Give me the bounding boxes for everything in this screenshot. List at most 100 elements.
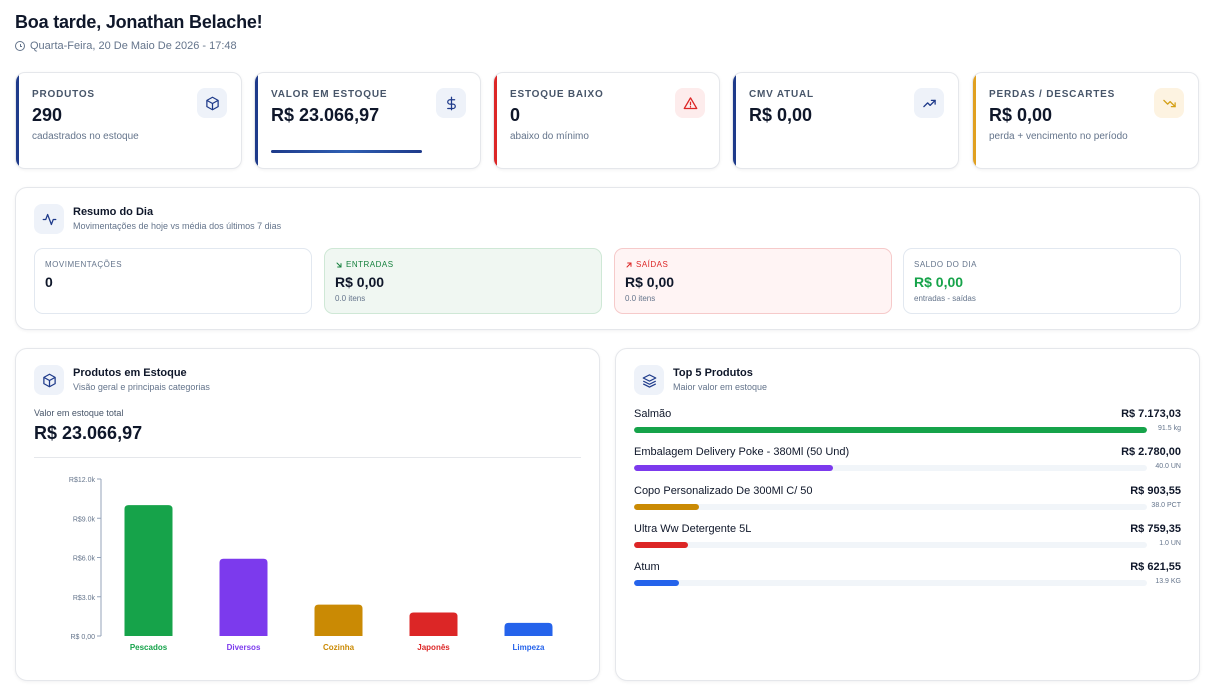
mini-value: R$ 0,00 bbox=[914, 274, 964, 290]
resumo-saidas[interactable]: SAÍDAS R$ 0,00 0.0 itens bbox=[614, 248, 892, 314]
top5-item-track bbox=[634, 542, 1147, 548]
resumo-entradas[interactable]: ENTRADAS R$ 0,00 0.0 itens bbox=[324, 248, 602, 314]
mini-value: R$ 0,00 bbox=[335, 274, 385, 290]
bar-japonês bbox=[409, 612, 458, 636]
top5-card: Top 5 Produtos Maior valor em estoque Sa… bbox=[615, 348, 1200, 681]
trending-down-icon bbox=[1154, 88, 1184, 118]
x-tick-label: Diversos bbox=[227, 643, 261, 652]
top5-item-name: Copo Personalizado De 300Ml C/ 50 bbox=[634, 485, 813, 497]
kpi-card-perdas[interactable]: PERDAS / DESCARTES R$ 0,00 perda + venci… bbox=[972, 72, 1199, 169]
bar-diversos bbox=[219, 558, 268, 636]
top5-item-value: R$ 2.780,00 bbox=[1121, 446, 1181, 458]
y-tick-label: R$ 0,00 bbox=[70, 634, 95, 641]
mini-label: ENTRADAS bbox=[335, 260, 394, 269]
kpi-card-cmv[interactable]: CMV ATUAL R$ 0,00 bbox=[732, 72, 959, 169]
kpi-accent bbox=[255, 73, 258, 168]
total-value: R$ 23.066,97 bbox=[34, 423, 143, 443]
y-tick-label: R$12.0k bbox=[69, 477, 96, 484]
top5-title: Top 5 Produtos bbox=[673, 367, 753, 379]
mini-label-text: ENTRADAS bbox=[346, 260, 394, 269]
x-tick-label: Limpeza bbox=[512, 643, 545, 652]
y-tick-label: R$6.0k bbox=[73, 556, 96, 563]
mini-sub: 0.0 itens bbox=[625, 294, 656, 303]
mini-label-text: SALDO DO DIA bbox=[914, 260, 977, 269]
top5-item[interactable]: Ultra Ww Detergente 5L R$ 759,35 1.0 UN bbox=[634, 523, 1181, 559]
top5-item-qty: 13.9 KG bbox=[1155, 578, 1181, 585]
greeting-title: Boa tarde, Jonathan Belache! bbox=[15, 12, 263, 32]
box-icon bbox=[34, 365, 64, 395]
mini-label: MOVIMENTAÇÕES bbox=[45, 260, 122, 269]
activity-icon bbox=[34, 204, 64, 234]
datetime-text: Quarta-Feira, 20 De Maio De 2026 - 17:48 bbox=[30, 40, 237, 52]
kpi-sub: abaixo do mínimo bbox=[510, 131, 589, 142]
top5-item-qty: 40.0 UN bbox=[1155, 463, 1181, 470]
top5-item[interactable]: Embalagem Delivery Poke - 380Ml (50 Und)… bbox=[634, 446, 1181, 482]
kpi-value: 0 bbox=[510, 105, 521, 125]
resumo-movimentacoes[interactable]: MOVIMENTAÇÕES 0 bbox=[34, 248, 312, 314]
mini-label-text: MOVIMENTAÇÕES bbox=[45, 260, 123, 269]
mini-value: R$ 0,00 bbox=[625, 274, 675, 290]
kpi-card-produtos[interactable]: PRODUTOS 290 cadastrados no estoque bbox=[15, 72, 242, 169]
x-tick-label: Japonês bbox=[417, 643, 450, 652]
top5-item-track bbox=[634, 427, 1147, 433]
kpi-card-valor-estoque[interactable]: VALOR EM ESTOQUE R$ 23.066,97 bbox=[254, 72, 481, 169]
top5-item[interactable]: Atum R$ 621,55 13.9 KG bbox=[634, 561, 1181, 597]
top5-item-fill bbox=[634, 504, 699, 510]
mini-sub: 0.0 itens bbox=[335, 294, 366, 303]
datetime-row: Quarta-Feira, 20 De Maio De 2026 - 17:48 bbox=[15, 40, 237, 52]
top5-item[interactable]: Copo Personalizado De 300Ml C/ 50 R$ 903… bbox=[634, 485, 1181, 521]
kpi-label: VALOR EM ESTOQUE bbox=[271, 89, 388, 100]
top5-item-fill bbox=[634, 580, 679, 586]
y-tick-label: R$9.0k bbox=[73, 516, 96, 523]
mini-sub: entradas - saídas bbox=[914, 294, 976, 303]
top5-item-value: R$ 7.173,03 bbox=[1121, 408, 1181, 420]
estoque-title: Produtos em Estoque bbox=[73, 367, 187, 379]
resumo-saldo[interactable]: SALDO DO DIA R$ 0,00 entradas - saídas bbox=[903, 248, 1181, 314]
clock-icon bbox=[15, 41, 25, 51]
top5-item-qty: 91.5 kg bbox=[1158, 425, 1181, 432]
estoque-subtitle: Visão geral e principais categorias bbox=[73, 382, 210, 392]
kpi-sub: cadastrados no estoque bbox=[32, 131, 139, 142]
top5-item-qty: 1.0 UN bbox=[1159, 540, 1181, 547]
top5-item-value: R$ 759,35 bbox=[1130, 523, 1181, 535]
kpi-progress-fill bbox=[271, 150, 422, 153]
resumo-title: Resumo do Dia bbox=[73, 206, 154, 218]
resumo-subtitle: Movimentações de hoje vs média dos últim… bbox=[73, 221, 282, 231]
kpi-value: R$ 0,00 bbox=[749, 105, 813, 125]
x-tick-label: Pescados bbox=[130, 643, 168, 652]
top5-item-fill bbox=[634, 427, 1147, 433]
kpi-accent bbox=[16, 73, 19, 168]
kpi-sub: perda + vencimento no período bbox=[989, 131, 1128, 142]
y-tick-label: R$3.0k bbox=[73, 595, 96, 602]
top5-subtitle: Maior valor em estoque bbox=[673, 382, 768, 392]
trending-up-icon bbox=[914, 88, 944, 118]
arrow-down-right-icon bbox=[336, 262, 342, 267]
kpi-label: PERDAS / DESCARTES bbox=[989, 89, 1116, 100]
kpi-card-estoque-baixo[interactable]: ESTOQUE BAIXO 0 abaixo do mínimo bbox=[493, 72, 720, 169]
estoque-card: Produtos em Estoque Visão geral e princi… bbox=[15, 348, 600, 681]
top5-item-track bbox=[634, 580, 1147, 586]
arrow-up-right-icon bbox=[626, 262, 632, 267]
top5-item-name: Embalagem Delivery Poke - 380Ml (50 Und) bbox=[634, 446, 850, 458]
top5-item-value: R$ 903,55 bbox=[1130, 485, 1181, 497]
category-bar-chart: R$12.0k R$9.0k R$6.0k R$3.0k R$ 0,00 Pescados… bbox=[69, 477, 553, 652]
kpi-label: PRODUTOS bbox=[32, 89, 95, 100]
top5-item-track bbox=[634, 504, 1147, 510]
kpi-accent bbox=[973, 73, 976, 168]
resumo-card: Resumo do Dia Movimentações de hoje vs m… bbox=[15, 187, 1200, 330]
top5-item-fill bbox=[634, 542, 689, 548]
kpi-value: R$ 0,00 bbox=[989, 105, 1053, 125]
layers-icon bbox=[634, 365, 664, 395]
top5-item[interactable]: Salmão R$ 7.173,03 91.5 kg bbox=[634, 408, 1181, 444]
kpi-label: CMV ATUAL bbox=[749, 89, 814, 100]
top5-item-name: Atum bbox=[634, 561, 660, 573]
total-label: Valor em estoque total bbox=[34, 408, 124, 418]
bar-limpeza bbox=[504, 622, 553, 636]
kpi-accent bbox=[733, 73, 736, 168]
kpi-value: R$ 23.066,97 bbox=[271, 105, 380, 125]
box-icon bbox=[197, 88, 227, 118]
top5-item-value: R$ 621,55 bbox=[1130, 561, 1181, 573]
top5-item-fill bbox=[634, 465, 834, 471]
top5-item-track bbox=[634, 465, 1147, 471]
alert-triangle-icon bbox=[675, 88, 705, 118]
